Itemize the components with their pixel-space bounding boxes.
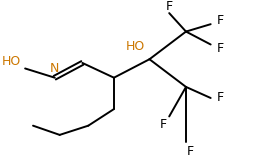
Text: F: F: [166, 0, 173, 13]
Text: HO: HO: [126, 40, 145, 53]
Text: HO: HO: [2, 55, 21, 68]
Text: F: F: [217, 91, 224, 104]
Text: N: N: [50, 62, 60, 75]
Text: F: F: [186, 145, 193, 158]
Text: F: F: [217, 14, 224, 27]
Text: F: F: [160, 118, 167, 131]
Text: F: F: [217, 42, 224, 55]
